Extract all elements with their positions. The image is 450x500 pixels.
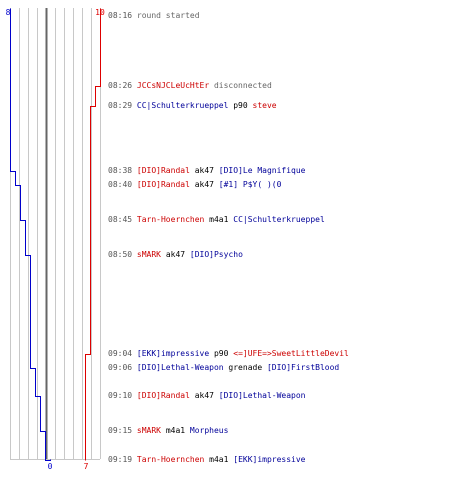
event-text: <=]UFE=>SweetLittleDevil: [233, 349, 349, 358]
event-row: 09:10 [DIO]Randal ak47 [DIO]Lethal-Weapo…: [108, 390, 306, 402]
event-text: round started: [136, 11, 200, 20]
event-text: [DIO]Psycho: [189, 250, 243, 259]
event-text: [DIO]Lethal-Weapon: [218, 391, 306, 400]
event-time: 09:10: [108, 391, 137, 400]
graph-series: [10, 8, 101, 461]
event-text: ak47: [189, 166, 219, 175]
event-time: 08:40: [108, 180, 137, 189]
event-time: 08:29: [108, 101, 137, 110]
event-text: [EKK]impressive: [136, 349, 210, 358]
event-text: steve: [252, 101, 277, 110]
event-text: Tarn-Hoernchen: [136, 215, 205, 224]
red-team-line: [85, 8, 101, 461]
event-time: 08:26: [108, 81, 137, 90]
event-row: 08:40 [DIO]Randal ak47 [#1] P$Y( )(0: [108, 179, 281, 191]
event-text: p90: [228, 101, 253, 110]
event-text: Tarn-Hoernchen: [136, 455, 205, 464]
blue-team-line: [10, 8, 51, 461]
event-text: JCCsNJCLeUcHtEr: [136, 81, 210, 90]
event-text: ak47: [161, 250, 190, 259]
event-time: 09:19: [108, 455, 137, 464]
event-text: CC|Schulterkrueppel: [233, 215, 325, 224]
event-text: sMARK: [136, 250, 161, 259]
blue-start-count: 8: [6, 8, 11, 17]
event-row: 09:19 Tarn-Hoernchen m4a1 [EKK]impressiv…: [108, 454, 306, 466]
event-text: m4a1: [204, 455, 234, 464]
red-start-count: 10: [95, 8, 105, 17]
event-time: 08:16: [108, 11, 137, 20]
event-row: 08:16 round started: [108, 10, 200, 22]
event-time: 09:06: [108, 363, 137, 372]
event-row: 08:38 [DIO]Randal ak47 [DIO]Le Magnifiqu…: [108, 165, 306, 177]
event-text: [DIO]FirstBlood: [266, 363, 340, 372]
event-text: ak47: [189, 180, 219, 189]
event-row: 09:06 [DIO]Lethal-Weapon grenade [DIO]Fi…: [108, 362, 339, 374]
event-text: grenade: [223, 363, 267, 372]
event-text: [DIO]Lethal-Weapon: [136, 363, 224, 372]
event-text: [DIO]Randal: [136, 180, 190, 189]
event-text: ak47: [189, 391, 219, 400]
event-text: Morpheus: [189, 426, 229, 435]
event-text: [DIO]Randal: [136, 391, 190, 400]
event-text: m4a1: [161, 426, 190, 435]
event-row: 09:04 [EKK]impressive p90 <=]UFE=>SweetL…: [108, 348, 349, 360]
event-row: 08:50 sMARK ak47 [DIO]Psycho: [108, 249, 243, 261]
blue-end-count: 0: [48, 462, 53, 471]
event-text: m4a1: [204, 215, 234, 224]
event-row: 08:29 CC|Schulterkrueppel p90 steve: [108, 100, 277, 112]
event-row: 08:45 Tarn-Hoernchen m4a1 CC|Schulterkru…: [108, 214, 325, 226]
event-text: [#1] P$Y( )(0: [218, 180, 282, 189]
graph-grid: [10, 8, 101, 460]
event-time: 08:38: [108, 166, 137, 175]
event-text: [DIO]Randal: [136, 166, 190, 175]
event-time: 09:04: [108, 349, 137, 358]
event-time: 09:15: [108, 426, 137, 435]
event-row: 08:26 JCCsNJCLeUcHtEr disconnected: [108, 80, 272, 92]
event-text: [DIO]Le Magnifique: [218, 166, 306, 175]
event-row: 09:15 sMARK m4a1 Morpheus: [108, 425, 228, 437]
red-end-count: 7: [84, 462, 89, 471]
event-time: 08:50: [108, 250, 137, 259]
event-text: [EKK]impressive: [233, 455, 306, 464]
event-text: disconnected: [209, 81, 272, 90]
event-time: 08:45: [108, 215, 137, 224]
event-text: p90: [209, 349, 234, 358]
event-text: sMARK: [136, 426, 161, 435]
event-text: CC|Schulterkrueppel: [136, 101, 229, 110]
